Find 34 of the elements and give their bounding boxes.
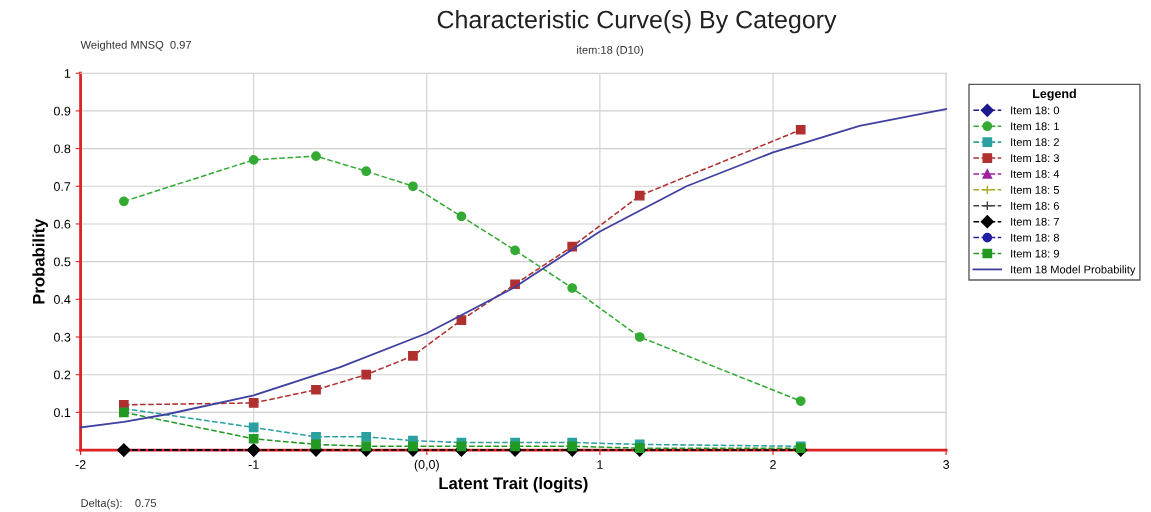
x-tick-label: -2 [75, 460, 86, 469]
legend-label: Item 18 Model Probability [1011, 265, 1136, 276]
legend-label: Item 18: 7 [1011, 217, 1059, 226]
x-tick-label: (0,0) [414, 459, 439, 472]
y-tick-label: 0.9 [53, 106, 71, 116]
legend-label: Item 18: 4 [1011, 170, 1060, 178]
y-tick-label: 0.8 [53, 144, 71, 154]
legend-label: Item 18: 0 [1011, 106, 1060, 115]
y-axis-title: Probability [32, 218, 48, 304]
text: Delta(s): 0.75 [81, 498, 157, 510]
y-tick-label: 0.5 [53, 257, 71, 267]
y-tick-label: 0.3 [53, 332, 71, 342]
chart-title: Characteristic Curve(s) By Category [437, 10, 837, 34]
legend-label: Item 18: 1 [1011, 122, 1059, 131]
text: Weighted MNSQ 0.97 [80, 40, 191, 51]
x-tick-label: 3 [943, 460, 950, 469]
y-tick-label: 1 [64, 69, 71, 78]
y-tick-label: 0.6 [53, 219, 71, 229]
y-tick-label: 0.7 [53, 182, 71, 191]
y-tick-label: 0.4 [53, 295, 71, 304]
x-tick-label: -1 [248, 460, 259, 469]
x-axis-title: Latent Trait (logits) [439, 476, 588, 493]
legend-label: Item 18: 2 [1011, 138, 1059, 147]
y-tick-label: 0.1 [53, 408, 71, 418]
legend-title: Legend [1033, 88, 1076, 101]
legend-label: Item 18: 8 [1011, 233, 1060, 242]
chart-subtitle: item:18 (D10) [577, 45, 643, 57]
legend-label: Item 18: 3 [1011, 154, 1060, 163]
legend-label: Item 18: 5 [1011, 185, 1060, 194]
legend-label: Item 18: 9 [1011, 249, 1059, 258]
y-tick-label: 0.2 [53, 370, 71, 380]
x-tick-label: 2 [770, 460, 776, 469]
legend-label: Item 18: 6 [1011, 201, 1060, 210]
x-tick-label: 1 [597, 460, 603, 469]
